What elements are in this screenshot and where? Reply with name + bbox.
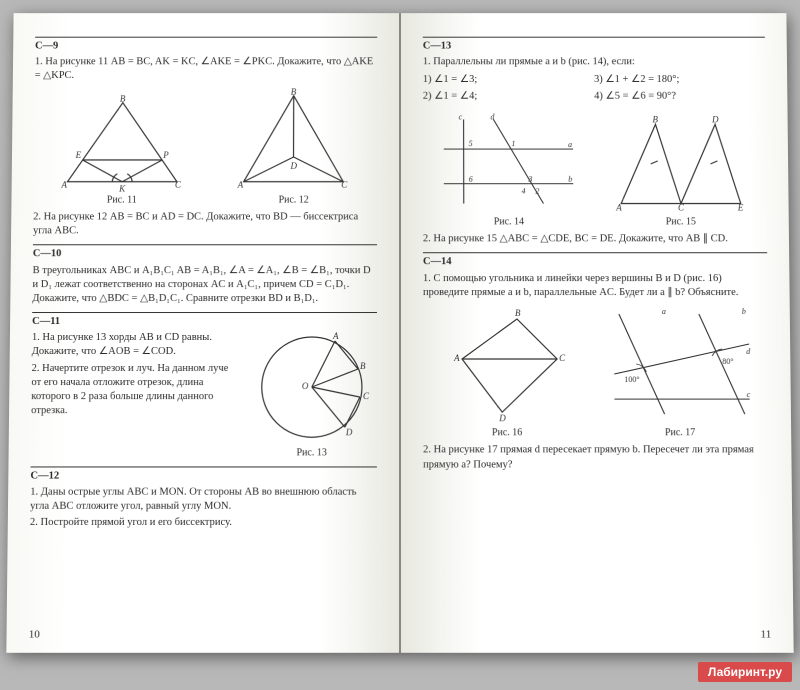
page-right: С—13 1. Параллельны ли прямые a и b (рис… [401, 13, 794, 653]
figure-13: O A B C D [249, 329, 375, 444]
svg-text:b: b [568, 174, 572, 183]
svg-text:D: D [711, 114, 719, 124]
s11-p1: 1. На рисунке 13 хорды AB и CD равны. До… [32, 331, 239, 359]
figure-16: A B C D [437, 304, 578, 424]
fig13-label: Рис. 13 [246, 447, 377, 461]
s13-opt1: 1) ∠1 = ∠3; [423, 73, 594, 87]
pagenum-left: 10 [29, 628, 40, 643]
s11-p2: 2. Начертите отрезок и луч. На данном лу… [31, 362, 239, 419]
svg-text:C: C [362, 391, 369, 401]
fig14-label: Рис. 14 [434, 215, 584, 228]
svg-text:C: C [559, 353, 566, 363]
watermark-badge: Лабиринт.ру [698, 662, 792, 682]
s12-p2: 2. Постройте прямой угол и его биссектри… [30, 516, 377, 530]
book-spread: С—9 1. На рисунке 11 AB = BC, AK = KC, ∠… [6, 13, 793, 653]
svg-text:4: 4 [522, 186, 526, 195]
s9-p2: 2. На рисунке 12 AB = BC и AD = DC. Дока… [33, 211, 377, 239]
svg-text:D: D [498, 413, 506, 423]
svg-text:1: 1 [512, 139, 516, 148]
svg-text:d: d [746, 347, 750, 356]
s13-opt2: 2) ∠1 = ∠4; [423, 89, 594, 103]
svg-text:B: B [515, 308, 521, 318]
page-left: С—9 1. На рисунке 11 AB = BC, AK = KC, ∠… [6, 13, 401, 653]
svg-text:5: 5 [469, 139, 473, 148]
s14-p2: 2. На рисунке 17 прямая d пересекает пря… [423, 444, 769, 473]
svg-text:P: P [162, 150, 169, 160]
svg-text:B: B [359, 361, 365, 371]
section-s10-head: С—10 [33, 245, 377, 262]
svg-text:c: c [747, 390, 751, 399]
svg-text:O: O [301, 381, 308, 391]
svg-text:C: C [175, 179, 182, 189]
fig17-label: Рис. 17 [605, 426, 756, 440]
svg-text:80°: 80° [723, 357, 734, 366]
svg-text:E: E [74, 150, 81, 160]
svg-text:6: 6 [469, 174, 473, 183]
svg-text:d: d [491, 112, 495, 121]
figure-17: a b d c 100° 80° [604, 304, 755, 424]
svg-text:B: B [652, 114, 658, 124]
svg-text:100°: 100° [625, 375, 640, 384]
section-s9-head: С—9 [35, 37, 377, 54]
s12-p1: 1. Даны острые углы ABC и MON. От сторон… [30, 485, 377, 514]
svg-text:c: c [459, 112, 463, 121]
section-s12-head: С—12 [30, 466, 377, 483]
section-s13-head: С—13 [423, 37, 765, 54]
figure-14: a b c d 5 6 1 3 2 4 [434, 109, 584, 213]
svg-text:A: A [237, 179, 244, 189]
svg-text:b: b [742, 307, 746, 316]
svg-text:E: E [736, 202, 743, 212]
s9-p1: 1. На рисунке 11 AB = BC, AK = KC, ∠AKE … [35, 56, 378, 84]
svg-text:D: D [344, 427, 352, 437]
svg-text:D: D [290, 160, 298, 170]
pagenum-right: 11 [761, 628, 772, 643]
fig15-label: Рис. 15 [606, 215, 756, 228]
figure-11: B A C K E P [47, 92, 197, 191]
s10-p1: В треугольниках ABC и A₁B₁C₁ AB = A₁B₁, … [32, 264, 377, 306]
fig11-label: Рис. 11 [47, 193, 197, 206]
figs-11-12: B A C K E P Рис. 11 [33, 87, 377, 206]
svg-text:a: a [568, 140, 572, 149]
svg-text:K: K [118, 183, 126, 191]
svg-text:A: A [60, 179, 67, 189]
s14-p1: 1. С помощью угольника и линейки через в… [423, 272, 768, 300]
section-s11-head: С—11 [32, 312, 377, 329]
s13-opt4: 4) ∠5 = ∠6 = 90°? [594, 89, 765, 103]
svg-text:C: C [341, 179, 348, 189]
figure-15: A C E B D [605, 109, 755, 213]
svg-text:A: A [331, 331, 338, 341]
fig12-label: Рис. 12 [224, 193, 364, 206]
svg-text:B: B [291, 87, 297, 96]
svg-text:3: 3 [528, 174, 533, 183]
figure-12: B A C D [224, 87, 364, 191]
svg-text:B: B [120, 93, 126, 103]
svg-text:a: a [662, 307, 666, 316]
figs-16-17: A B C D Рис. 16 [423, 304, 769, 440]
section-s14-head: С—14 [423, 253, 767, 270]
svg-text:2: 2 [536, 186, 540, 195]
svg-text:A: A [615, 202, 622, 212]
s13-opt3: 3) ∠1 + ∠2 = 180°; [594, 73, 765, 87]
figs-14-15: a b c d 5 6 1 3 2 4 Рис. 14 [423, 109, 767, 228]
fig16-label: Рис. 16 [437, 426, 577, 440]
s13-p2: 2. На рисунке 15 △ABC = △CDE, BC = DE. Д… [423, 233, 767, 247]
s13-p1: 1. Параллельны ли прямые a и b (рис. 14)… [423, 56, 765, 70]
svg-text:A: A [453, 353, 460, 363]
